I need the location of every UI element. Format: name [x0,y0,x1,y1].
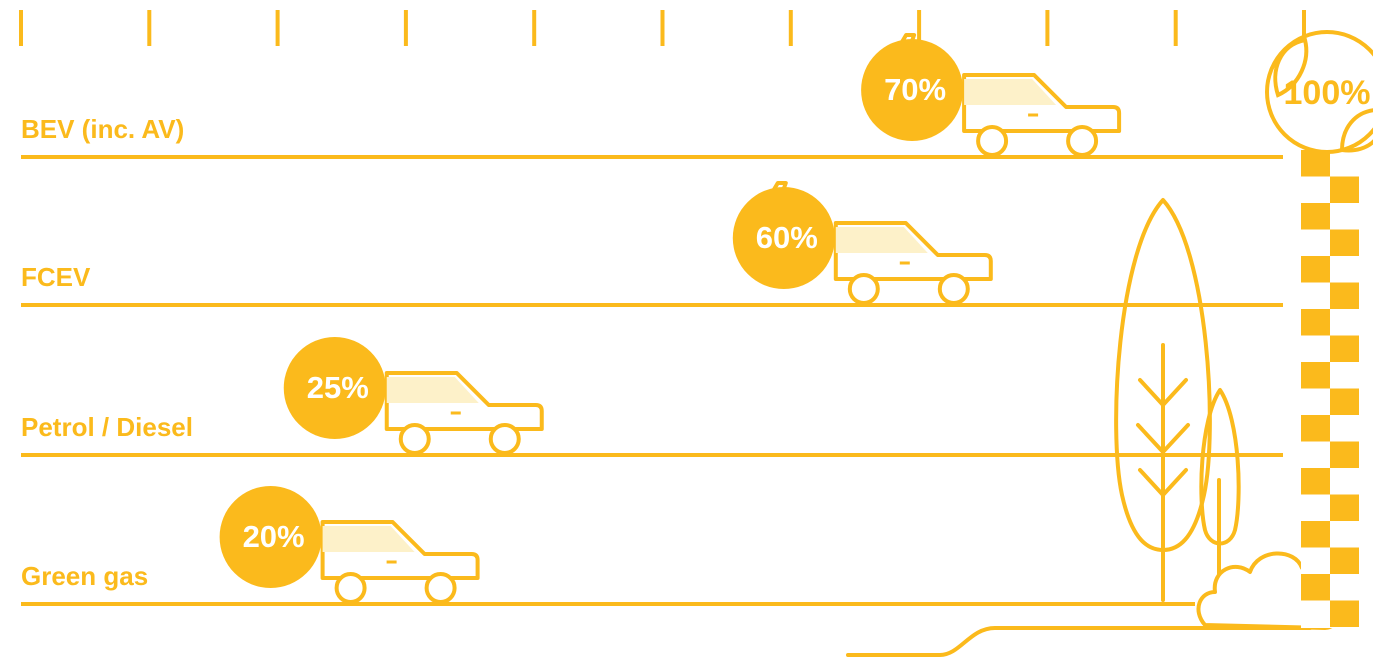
leaf-icon [1273,37,1309,98]
finish-flag [1301,150,1359,628]
wheel [1066,125,1099,157]
flag-check [1301,256,1330,283]
value-circle [732,187,835,289]
vehicle-row: Green gas 20% [21,486,480,604]
lane-lines [21,155,1283,606]
scale-ticks [19,10,1306,46]
finish-globe: 100% [1265,30,1373,154]
value-label: 60% [756,220,818,255]
category-label: FCEV [21,262,91,292]
flag-check [1330,494,1359,521]
flag-check [1330,282,1359,309]
flag-check [1330,388,1359,415]
value-circle [861,39,964,141]
chart-marks: BEV (inc. AV) 70% FCEV 60% Petrol / Diesel 25… [21,33,1122,604]
flag-check [1330,441,1359,468]
wheel [847,273,880,305]
finish-label: 100% [1284,74,1371,112]
flag-check [1330,229,1359,256]
car-icon [384,371,544,455]
wheel [398,423,431,455]
road-curve [846,626,1312,657]
wheel [976,125,1009,157]
flag-check [1301,468,1330,495]
category-label: Green gas [21,561,148,591]
category-label: Petrol / Diesel [21,412,193,442]
value-circle [283,337,386,439]
value-label: 70% [884,72,946,107]
flag-check [1330,600,1359,627]
wheel [334,572,367,604]
leaf-icon [1339,108,1373,153]
flag-check [1301,309,1330,336]
car-icon [833,221,993,305]
flag-check [1301,415,1330,442]
wheel [937,273,970,305]
vehicle-row: FCEV 60% [21,181,993,305]
tall-tree-icon [1114,198,1212,602]
flag-check [1301,521,1330,548]
flag-check [1330,547,1359,574]
car-icon [962,73,1122,157]
wheel [488,423,521,455]
value-circle [219,486,322,588]
car-icon [320,520,480,604]
flag-check [1301,203,1330,230]
flag-check [1330,176,1359,203]
category-label: BEV (inc. AV) [21,114,184,144]
flag-check [1301,362,1330,389]
flag-check [1330,335,1359,362]
flag-check [1301,150,1330,177]
vehicle-row: BEV (inc. AV) 70% [21,33,1122,157]
value-label: 25% [307,370,369,405]
flag-check [1301,574,1330,601]
wheel [424,572,457,604]
vehicle-row: Petrol / Diesel 25% [21,337,544,455]
value-label: 20% [243,519,305,554]
